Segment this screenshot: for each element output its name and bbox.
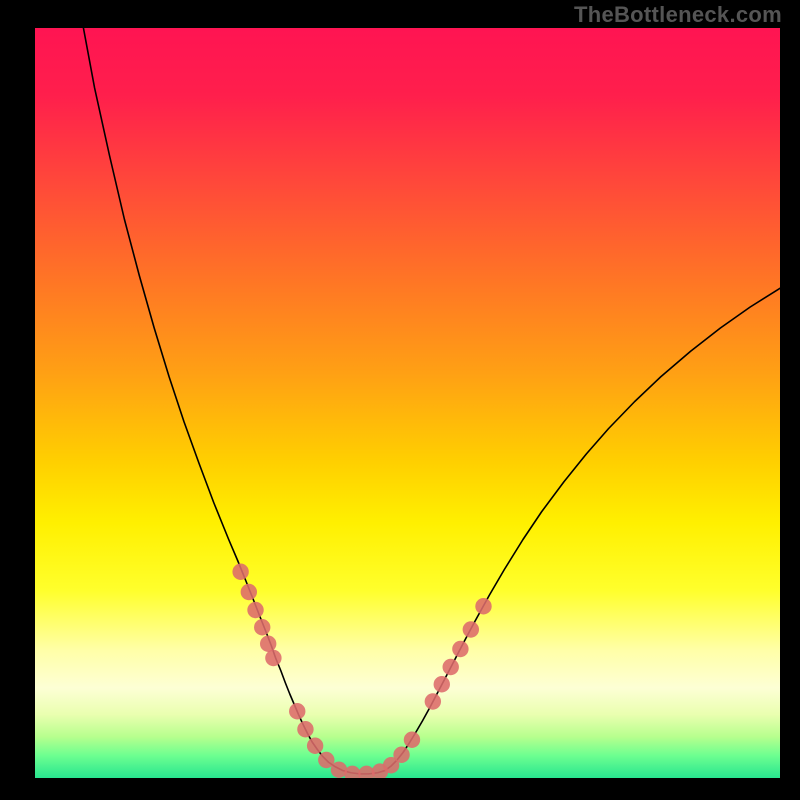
data-marker (425, 693, 441, 709)
data-marker (443, 659, 459, 675)
data-marker (475, 598, 491, 614)
chart-frame: TheBottleneck.com (0, 0, 800, 800)
data-marker (393, 747, 409, 763)
data-marker (232, 564, 248, 580)
watermark-text: TheBottleneck.com (574, 2, 782, 28)
data-marker (289, 703, 305, 719)
data-marker (247, 602, 263, 618)
data-marker (307, 738, 323, 754)
data-marker (434, 676, 450, 692)
data-marker (297, 721, 313, 737)
data-marker (265, 650, 281, 666)
data-marker (463, 621, 479, 637)
data-marker (260, 636, 276, 652)
data-marker (241, 584, 257, 600)
data-marker (404, 732, 420, 748)
data-marker (254, 619, 270, 635)
plot-area (35, 28, 780, 778)
chart-svg (35, 28, 780, 778)
data-marker (452, 641, 468, 657)
plot-background (35, 28, 780, 778)
